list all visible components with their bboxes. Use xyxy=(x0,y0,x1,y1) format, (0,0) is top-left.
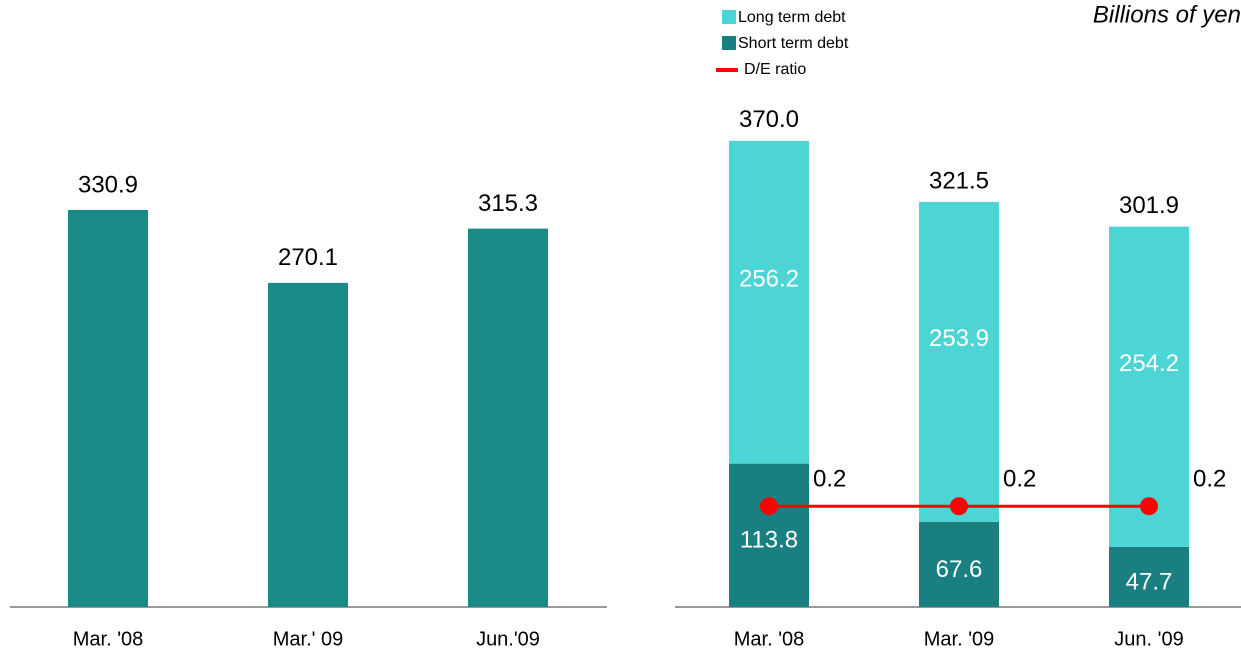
total-label: 370.0 xyxy=(739,106,799,133)
bar xyxy=(68,209,148,608)
x-tick-label: Jun. '09 xyxy=(1114,628,1183,650)
segment-label: 113.8 xyxy=(740,527,798,554)
legend-label: D/E ratio xyxy=(744,61,806,78)
ratio-label: 0.2 xyxy=(1003,466,1036,493)
unit-note: Billions of yen xyxy=(1093,1,1241,28)
ratio-point xyxy=(950,497,968,516)
total-label: 301.9 xyxy=(1119,192,1179,219)
segment-label: 253.9 xyxy=(929,325,989,352)
bar-segment xyxy=(919,521,999,607)
bar-segment xyxy=(729,463,809,607)
x-tick-label: Jun.'09 xyxy=(476,628,540,650)
ratio-label: 0.2 xyxy=(813,466,846,493)
legend-label: Short term debt xyxy=(738,35,849,52)
bar-segment xyxy=(729,140,809,464)
x-tick-label: Mar. '08 xyxy=(734,628,805,650)
segment-label: 256.2 xyxy=(739,266,799,293)
bar-segment xyxy=(919,201,999,522)
x-tick-label: Mar.' 09 xyxy=(273,628,344,650)
x-tick-label: Mar. '08 xyxy=(73,628,144,650)
legend-swatch xyxy=(716,68,738,72)
bar xyxy=(268,282,348,607)
segment-label: 67.6 xyxy=(936,556,983,583)
value-label: 315.3 xyxy=(478,190,538,217)
legend-swatch xyxy=(722,36,736,50)
bar-segment xyxy=(1109,226,1189,547)
ratio-point xyxy=(1140,497,1158,516)
bar xyxy=(468,228,548,607)
total-label: 321.5 xyxy=(929,167,989,194)
legend-swatch xyxy=(722,10,736,24)
legend-label: Long term debt xyxy=(738,9,846,26)
ratio-label: 0.2 xyxy=(1193,466,1226,493)
bar-segment xyxy=(1109,546,1189,607)
value-label: 330.9 xyxy=(78,171,138,198)
ratio-point xyxy=(760,497,778,516)
segment-label: 47.7 xyxy=(1126,568,1173,595)
x-tick-label: Mar. '09 xyxy=(924,628,995,650)
segment-label: 254.2 xyxy=(1119,350,1179,377)
value-label: 270.1 xyxy=(278,244,338,271)
